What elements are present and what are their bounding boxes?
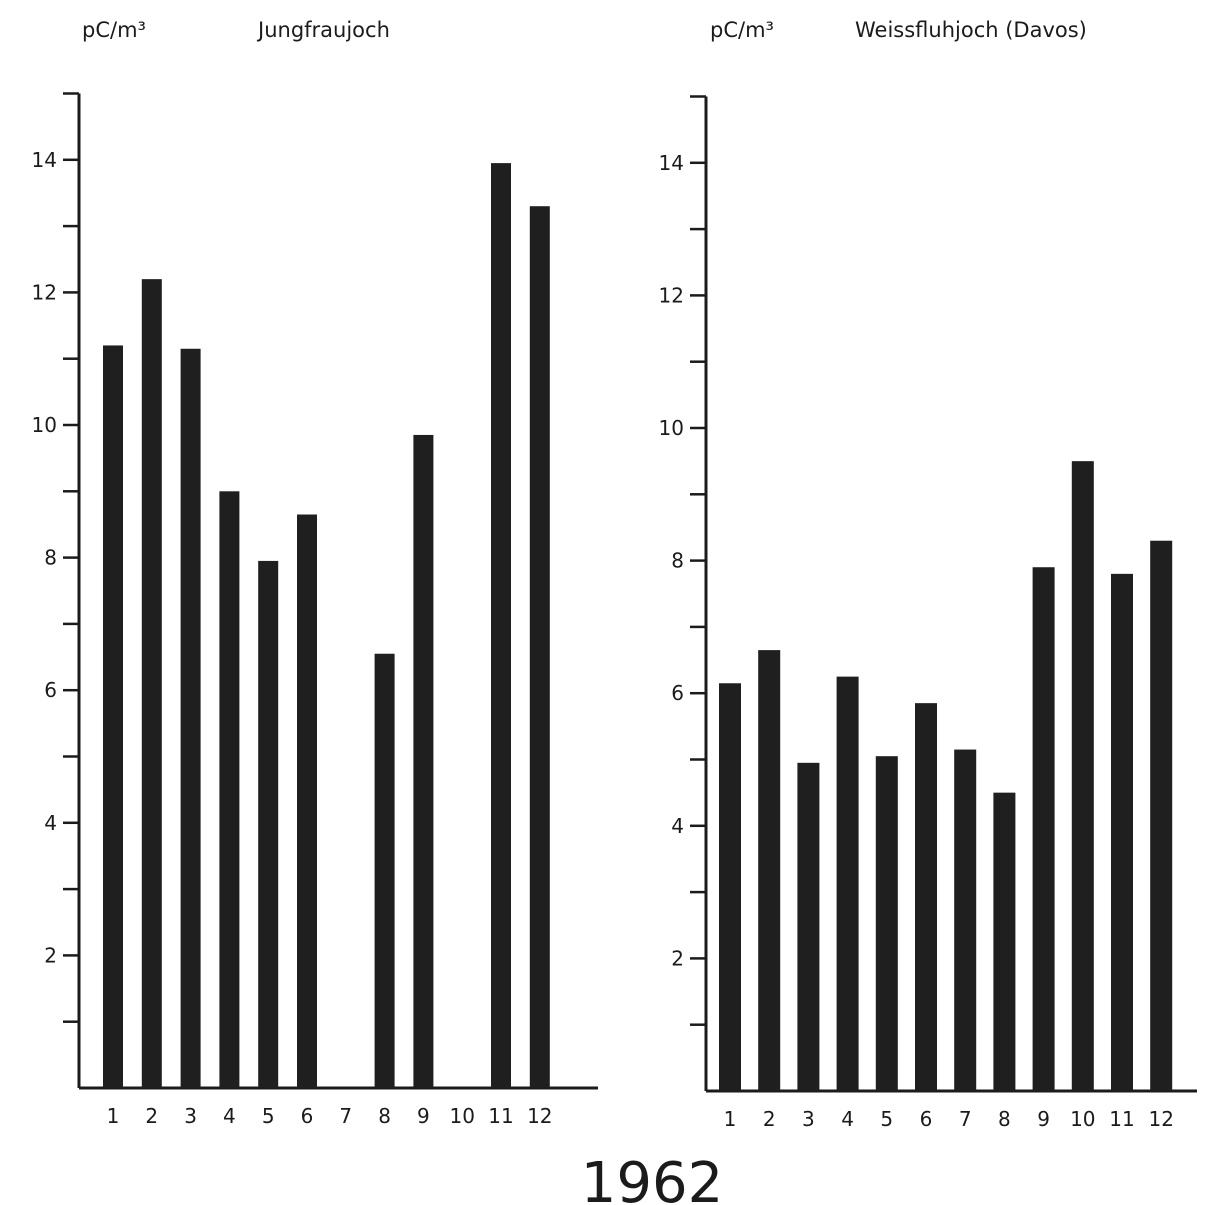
x-tick-label: 1: [724, 1107, 737, 1131]
bar-month-12: [529, 206, 550, 1088]
bar-month-7: [954, 749, 977, 1091]
y-tick-label: 4: [671, 814, 684, 838]
y-tick-label: 12: [32, 280, 57, 304]
x-tick-label: 1: [107, 1104, 120, 1128]
x-tick-label: 5: [880, 1107, 893, 1131]
y-tick-label: 14: [32, 148, 57, 172]
x-tick-label: 12: [527, 1104, 552, 1128]
bar-month-12: [1150, 540, 1173, 1091]
x-tick-label: 7: [959, 1107, 972, 1131]
x-tick-label: 10: [449, 1104, 474, 1128]
x-tick-label: 11: [1109, 1107, 1134, 1131]
x-tick-label: 10: [1070, 1107, 1095, 1131]
x-tick-label: 3: [802, 1107, 815, 1131]
bar-month-6: [297, 514, 317, 1088]
x-tick-label: 4: [223, 1104, 236, 1128]
y-unit-label: pC/m³: [710, 18, 774, 42]
bar-month-9: [1032, 567, 1055, 1091]
y-tick-label: 10: [659, 416, 684, 440]
x-tick-label: 9: [1037, 1107, 1050, 1131]
y-tick-label: 6: [671, 681, 684, 705]
x-tick-label: 8: [998, 1107, 1011, 1131]
bar-month-5: [875, 756, 898, 1091]
figure-year: 1962: [581, 1151, 724, 1205]
x-tick-label: 7: [339, 1104, 352, 1128]
x-tick-label: 9: [417, 1104, 430, 1128]
x-tick-label: 11: [488, 1104, 513, 1128]
y-tick-label: 14: [659, 151, 684, 175]
y-tick-label: 6: [44, 678, 57, 702]
bar-month-4: [219, 491, 240, 1088]
y-tick-label: 2: [671, 946, 684, 970]
bar-month-2: [141, 279, 162, 1088]
x-tick-label: 8: [378, 1104, 391, 1128]
y-tick-label: 12: [659, 283, 684, 307]
bar-month-8: [374, 653, 395, 1088]
bar-month-6: [915, 703, 937, 1091]
y-tick-label: 8: [44, 546, 57, 570]
chart-title: Weissfluhjoch (Davos): [855, 18, 1087, 42]
bar-month-3: [180, 348, 201, 1088]
x-tick-label: 6: [920, 1107, 933, 1131]
x-tick-label: 2: [763, 1107, 776, 1131]
bar-month-3: [797, 762, 820, 1091]
bar-month-4: [836, 676, 859, 1091]
bar-month-2: [758, 650, 781, 1091]
y-tick-label: 4: [44, 811, 57, 835]
bar-month-11: [491, 163, 511, 1089]
chart-title: Jungfraujoch: [256, 18, 390, 42]
y-tick-label: 8: [671, 549, 684, 573]
bar-month-11: [1111, 573, 1133, 1091]
bar-month-9: [413, 434, 434, 1088]
x-tick-label: 2: [145, 1104, 158, 1128]
bar-month-8: [993, 792, 1016, 1091]
y-tick-label: 10: [32, 413, 57, 437]
bar-month-1: [719, 683, 741, 1091]
bar-month-1: [103, 345, 123, 1088]
bar-month-5: [258, 560, 279, 1088]
x-tick-label: 12: [1148, 1107, 1173, 1131]
x-tick-label: 3: [184, 1104, 197, 1128]
bar-month-10: [1071, 461, 1094, 1091]
y-tick-label: 2: [44, 943, 57, 967]
x-tick-label: 4: [841, 1107, 854, 1131]
y-unit-label: pC/m³: [82, 18, 146, 42]
x-tick-label: 5: [262, 1104, 275, 1128]
x-tick-label: 6: [301, 1104, 314, 1128]
